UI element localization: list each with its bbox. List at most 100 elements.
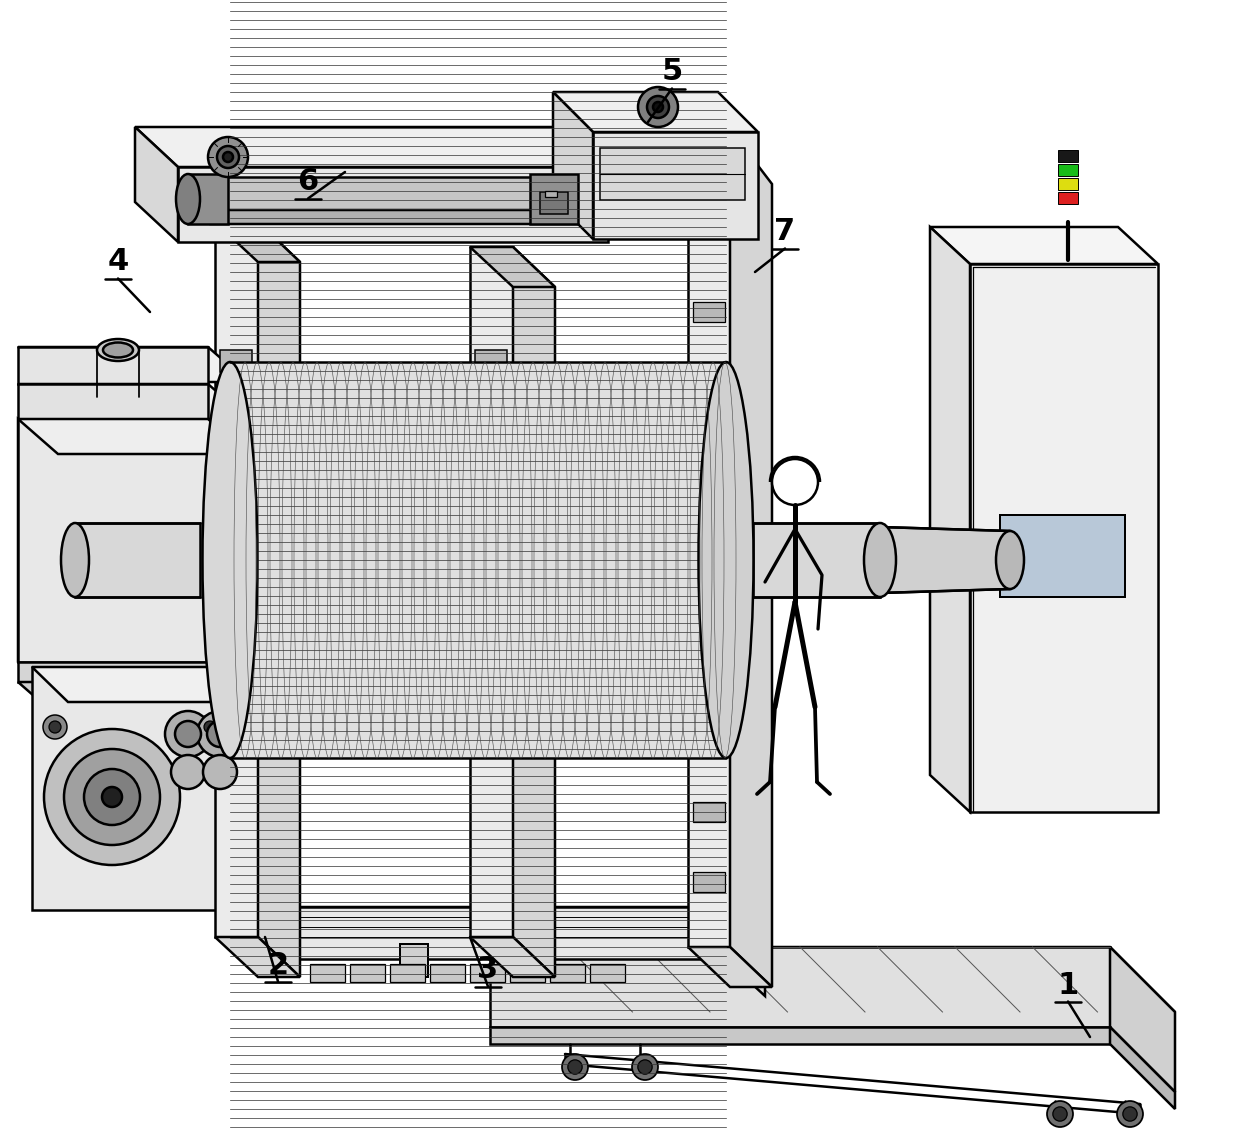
Circle shape [1117, 1101, 1143, 1127]
Polygon shape [188, 174, 228, 224]
Text: 5: 5 [661, 58, 683, 86]
Bar [546, 191, 557, 197]
Circle shape [197, 711, 243, 757]
Ellipse shape [103, 343, 133, 358]
Bar [1058, 151, 1078, 162]
Polygon shape [19, 681, 248, 717]
Polygon shape [593, 132, 758, 239]
Circle shape [207, 721, 233, 747]
Bar [219, 490, 252, 512]
Bar [475, 350, 507, 372]
Polygon shape [19, 419, 248, 454]
Bar [1058, 178, 1078, 190]
Polygon shape [688, 129, 730, 947]
Polygon shape [553, 92, 593, 239]
Polygon shape [529, 174, 578, 224]
Polygon shape [19, 384, 248, 419]
Polygon shape [730, 129, 773, 987]
Polygon shape [19, 384, 208, 419]
Bar [693, 582, 725, 602]
Ellipse shape [996, 531, 1024, 589]
Polygon shape [272, 907, 765, 944]
Polygon shape [553, 92, 758, 132]
Polygon shape [258, 222, 300, 977]
Polygon shape [490, 947, 1110, 1027]
Polygon shape [19, 348, 208, 384]
Circle shape [102, 787, 122, 807]
Circle shape [171, 755, 205, 789]
Circle shape [223, 152, 233, 162]
Polygon shape [401, 944, 428, 977]
Bar [551, 964, 585, 981]
Ellipse shape [176, 174, 200, 224]
Circle shape [175, 721, 201, 747]
Circle shape [1047, 1101, 1073, 1127]
Polygon shape [19, 662, 208, 681]
Polygon shape [930, 228, 970, 812]
Ellipse shape [864, 523, 897, 597]
Polygon shape [490, 947, 1176, 1012]
Polygon shape [208, 419, 248, 697]
Bar [219, 420, 252, 441]
Text: 6: 6 [298, 168, 319, 197]
Polygon shape [179, 168, 608, 242]
Polygon shape [19, 348, 248, 381]
Polygon shape [470, 937, 556, 977]
Polygon shape [725, 907, 765, 996]
Bar [600, 148, 745, 200]
Ellipse shape [698, 362, 754, 758]
Circle shape [43, 715, 67, 739]
Polygon shape [32, 667, 238, 910]
Bar [229, 362, 725, 758]
Polygon shape [470, 247, 556, 288]
Polygon shape [930, 228, 1158, 264]
Ellipse shape [97, 338, 139, 361]
Circle shape [773, 458, 818, 505]
Bar [693, 872, 725, 892]
Bar [693, 441, 725, 462]
Polygon shape [753, 523, 880, 597]
Polygon shape [688, 947, 773, 987]
Polygon shape [195, 177, 565, 211]
Bar [475, 631, 507, 652]
Polygon shape [1110, 947, 1176, 1092]
Text: 3: 3 [477, 955, 498, 985]
Circle shape [1053, 1107, 1068, 1121]
Circle shape [84, 769, 140, 825]
Circle shape [217, 146, 239, 168]
Polygon shape [74, 523, 200, 597]
Polygon shape [32, 667, 272, 702]
Bar [430, 964, 465, 981]
Bar [475, 420, 507, 441]
Polygon shape [238, 667, 272, 945]
Polygon shape [195, 211, 580, 224]
Ellipse shape [61, 523, 89, 597]
Circle shape [632, 1054, 658, 1080]
Bar [470, 964, 505, 981]
Circle shape [568, 1060, 582, 1074]
Bar [229, 362, 725, 758]
Polygon shape [19, 419, 208, 662]
Polygon shape [215, 222, 300, 261]
Polygon shape [880, 528, 1011, 593]
Polygon shape [19, 419, 58, 697]
Polygon shape [272, 907, 725, 959]
Bar [693, 801, 725, 822]
Bar [475, 560, 507, 582]
Circle shape [203, 755, 237, 789]
Circle shape [205, 721, 216, 734]
Circle shape [64, 749, 160, 844]
Bar [219, 350, 252, 372]
Circle shape [198, 715, 222, 739]
Circle shape [1123, 1107, 1137, 1121]
Bar [475, 700, 507, 722]
Circle shape [639, 87, 678, 127]
Polygon shape [135, 127, 608, 168]
Bar [590, 964, 625, 981]
Circle shape [562, 1054, 588, 1080]
Text: 4: 4 [108, 248, 129, 276]
Polygon shape [215, 937, 300, 977]
Polygon shape [135, 127, 179, 242]
Bar [510, 964, 546, 981]
Polygon shape [215, 222, 258, 937]
